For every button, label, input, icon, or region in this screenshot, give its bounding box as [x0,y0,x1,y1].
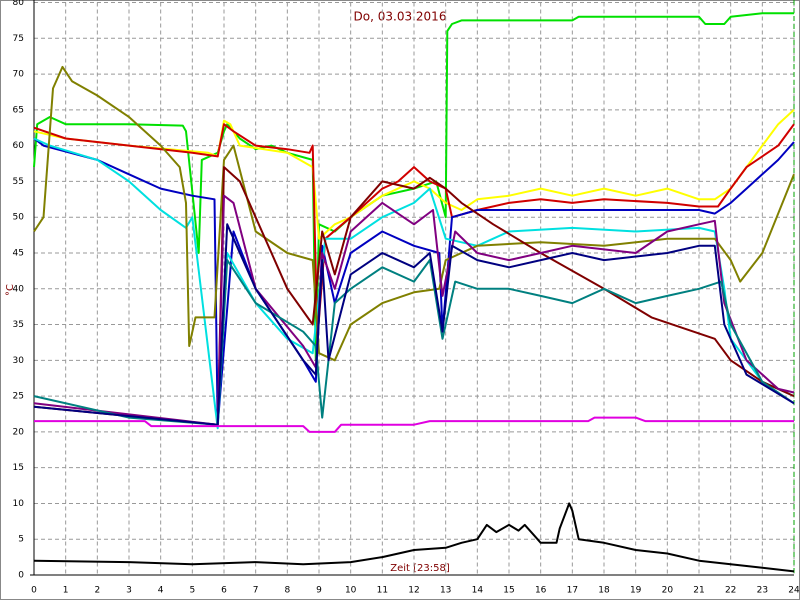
series-line [33,502,795,573]
series-line [33,166,795,426]
y-tick-label: 30 [13,356,25,366]
y-tick-label: 25 [13,392,24,402]
y-tick-label: 45 [13,248,24,258]
x-tick-label: 7 [253,586,259,596]
x-tick-label: 13 [440,586,451,596]
series-line [33,123,795,340]
y-tick-label: 80 [13,0,25,8]
x-tick-label: 9 [316,586,322,596]
y-tick-label: 65 [13,105,24,115]
y-tick-label: 50 [13,213,25,223]
x-axis-label: Zeit [23:58] [390,563,450,574]
y-tick-label: 0 [18,571,24,581]
x-tick-label: 19 [630,586,642,596]
x-tick-label: 18 [598,586,610,596]
x-tick-label: 17 [567,586,578,596]
x-tick-label: 5 [189,586,195,596]
series-line [33,137,795,426]
y-tick-label: 60 [13,141,25,151]
x-tick-label: 8 [284,586,290,596]
y-tick-label: 15 [13,463,24,473]
x-tick-label: 15 [503,586,514,596]
series-line [33,109,795,240]
x-tick-label: 22 [725,586,736,596]
series-line [33,12,794,362]
series-line [33,137,795,430]
x-tick-label: 3 [126,586,132,596]
series-line [33,223,795,426]
y-tick-label: 40 [13,284,25,294]
y-tick-label: 70 [13,70,25,80]
x-tick-label: 20 [662,586,674,596]
x-tick-label: 11 [377,586,388,596]
series-line [33,194,795,426]
x-tick-label: 14 [472,586,484,596]
x-tick-label: 2 [94,586,100,596]
y-tick-label: 55 [13,177,24,187]
y-tick-label: 5 [18,535,24,545]
x-tick-label: 16 [535,586,547,596]
y-tick-label: 10 [13,499,25,509]
x-tick-label: 1 [63,586,69,596]
y-axis-label: °C [5,284,16,296]
x-tick-label: 21 [693,586,704,596]
y-tick-label: 35 [13,320,24,330]
chart-title: Do, 03.03.2016 [354,10,447,24]
x-tick-label: 23 [757,586,768,596]
series-line [33,65,795,362]
x-tick-label: 6 [221,586,227,596]
y-tick-label: 75 [13,34,24,44]
x-tick-label: 12 [408,586,419,596]
x-tick-label: 0 [31,586,37,596]
series-line [34,416,794,433]
x-tick-label: 10 [345,586,357,596]
x-tick-label: 4 [158,586,164,596]
y-tick-label: 20 [13,427,25,437]
x-tick-label: 24 [788,586,800,596]
